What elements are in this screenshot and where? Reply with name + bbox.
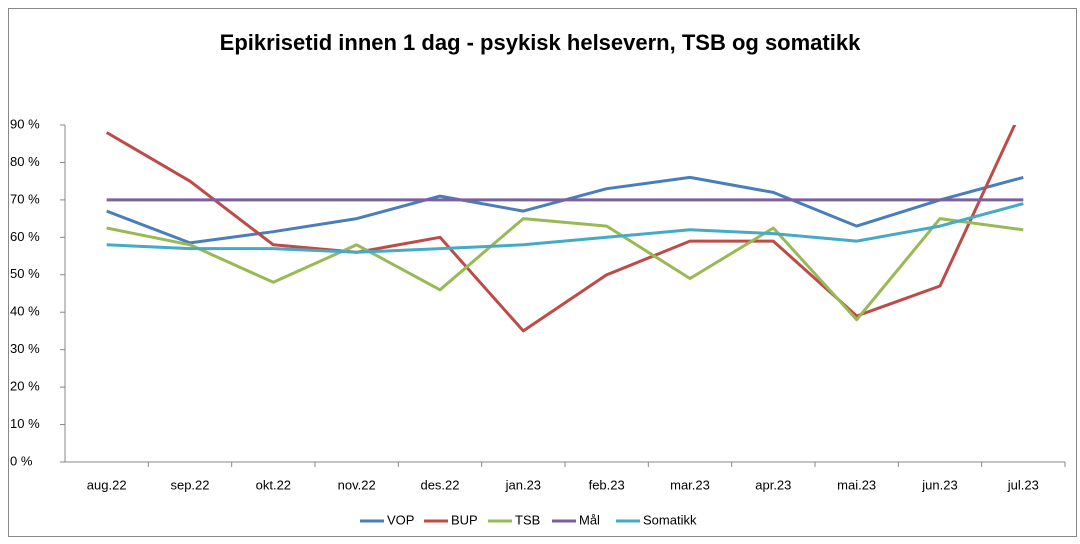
x-tick-label: okt.22 <box>256 477 291 492</box>
series-line <box>105 125 1017 333</box>
y-tick-label: 0 % <box>10 453 33 468</box>
series-line <box>106 202 1024 254</box>
y-tick-label: 80 % <box>10 154 40 169</box>
y-tick-label: 10 % <box>10 416 40 431</box>
legend-label: BUP <box>451 512 478 527</box>
x-tick-label: feb.23 <box>589 477 625 492</box>
x-tick-label: mar.23 <box>670 477 710 492</box>
plot-area <box>105 125 1024 333</box>
y-tick-label: 30 % <box>10 341 40 356</box>
x-tick-label: apr.23 <box>755 477 791 492</box>
series-line <box>106 217 1024 322</box>
x-tick-label: jan.23 <box>505 477 541 492</box>
legend-label: Mål <box>579 512 600 527</box>
chart-title: Epikrisetid innen 1 dag - psykisk helsev… <box>220 30 861 55</box>
x-tick-label: sep.22 <box>170 477 209 492</box>
y-tick-label: 60 % <box>10 229 40 244</box>
y-tick-label: 40 % <box>10 304 40 319</box>
y-tick-label: 50 % <box>10 266 40 281</box>
y-tick-label: 20 % <box>10 379 40 394</box>
x-tick-label: jun.23 <box>921 477 957 492</box>
legend-label: Somatikk <box>643 512 697 527</box>
x-tick-label: mai.23 <box>837 477 876 492</box>
legend-label: TSB <box>515 512 540 527</box>
x-tick-label: aug.22 <box>87 477 127 492</box>
y-tick-label: 70 % <box>10 191 40 206</box>
x-tick-label: nov.22 <box>338 477 376 492</box>
x-tick-label: des.22 <box>420 477 459 492</box>
chart-border <box>8 8 1077 537</box>
legend-label: VOP <box>387 512 414 527</box>
x-tick-label: jul.23 <box>1007 477 1039 492</box>
y-tick-label: 90 % <box>10 116 40 131</box>
